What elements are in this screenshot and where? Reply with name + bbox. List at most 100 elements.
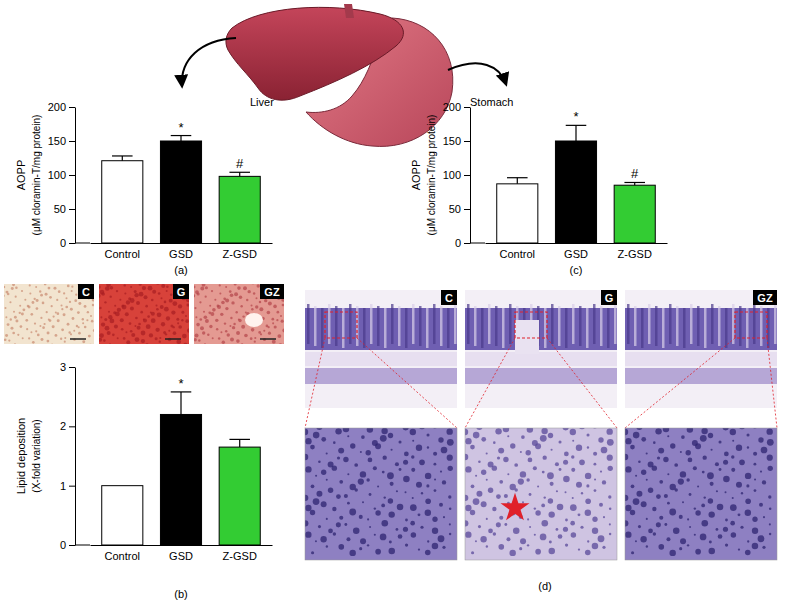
cell-texture (548, 433, 553, 438)
cell-texture (486, 452, 488, 454)
cell-texture (349, 550, 355, 556)
cell-texture (40, 317, 42, 319)
cell-texture (426, 484, 429, 487)
gland (704, 308, 707, 348)
cell-texture (716, 490, 718, 492)
cell-texture (250, 337, 253, 340)
bar-chart: 0123ControlGSDZ-GSD*Lipid deposition(X-f… (15, 361, 273, 600)
cell-texture (442, 546, 445, 549)
cell-texture (471, 484, 475, 488)
cell-texture (92, 304, 94, 306)
cell-texture (470, 510, 475, 515)
cell-texture (395, 462, 399, 466)
cell-texture (570, 429, 576, 435)
image-label-box (78, 284, 94, 299)
cell-texture (526, 478, 529, 481)
error-bar-cap (507, 177, 528, 178)
cell-texture (151, 312, 155, 316)
cell-texture (565, 491, 567, 493)
cell-texture (563, 460, 568, 465)
cell-texture (39, 325, 41, 327)
cell-texture (36, 299, 39, 302)
cell-texture (350, 443, 355, 448)
cell-texture (685, 450, 690, 455)
cell-texture (72, 317, 75, 320)
cell-texture (718, 534, 723, 539)
cell-texture (663, 457, 668, 462)
cell-texture (48, 287, 51, 290)
cell-texture (396, 490, 398, 492)
cell-texture (520, 451, 522, 453)
cell-texture (606, 428, 612, 434)
cell-texture (572, 497, 574, 499)
cell-texture (375, 510, 380, 515)
cell-texture (761, 447, 768, 454)
cell-texture (732, 497, 734, 499)
cell-texture (725, 491, 727, 493)
cell-texture (708, 433, 713, 438)
cell-texture (481, 437, 486, 442)
cell-texture (251, 328, 255, 332)
cell-texture (625, 505, 631, 511)
cell-texture (99, 330, 100, 334)
cell-texture (667, 502, 670, 505)
cell-texture (498, 448, 504, 454)
cell-texture (198, 339, 200, 341)
micrograph-bg (465, 428, 617, 560)
gland (398, 306, 401, 346)
cell-texture (687, 544, 689, 546)
cell-texture (701, 428, 707, 434)
cell-texture (638, 460, 641, 463)
cell-texture (680, 538, 686, 544)
cell-texture (601, 447, 608, 454)
bar (102, 486, 143, 545)
organ-label: Liver (250, 96, 274, 108)
y-axis: 0123 (60, 361, 76, 551)
cell-texture (420, 526, 423, 529)
panel-label: (d) (538, 580, 551, 592)
cell-texture (633, 498, 640, 505)
cell-texture (418, 513, 421, 516)
y-tick-label: 0 (60, 539, 66, 551)
cell-texture (107, 331, 111, 335)
cell-texture (227, 333, 230, 336)
cell-texture (234, 292, 238, 296)
cell-texture (151, 299, 154, 302)
cell-texture (110, 319, 115, 324)
arrow-stomach (448, 63, 506, 84)
gland (746, 308, 749, 348)
y-axis-title: Lipid deposition (15, 418, 27, 494)
cell-texture (311, 551, 314, 554)
error-bar (171, 392, 192, 415)
liver-shape (226, 7, 404, 100)
cell-texture (625, 466, 631, 472)
cell-texture (67, 285, 70, 288)
cell-texture (478, 525, 481, 528)
cell-texture (25, 319, 28, 322)
y-tick: 200 (48, 101, 75, 113)
cell-texture (557, 504, 564, 511)
cell-texture (311, 484, 315, 488)
micrograph-bg (194, 284, 284, 344)
cell-texture (732, 440, 734, 442)
cell-texture (326, 479, 328, 481)
y-tick-mark (69, 209, 75, 210)
cell-texture (716, 528, 719, 531)
cell-texture (503, 457, 508, 462)
cell-texture (305, 531, 311, 537)
cell-texture (667, 435, 669, 437)
cell-texture (476, 428, 482, 430)
cell-texture (84, 326, 87, 329)
cell-texture (572, 440, 574, 442)
cell-texture (646, 479, 648, 481)
cell-texture (195, 316, 197, 318)
y-tick-mark (69, 426, 75, 427)
cell-texture (427, 540, 429, 542)
cell-texture (769, 508, 772, 511)
cell-texture (700, 435, 707, 442)
cell-texture (602, 480, 606, 484)
cell-texture (594, 478, 596, 480)
cell-texture (667, 473, 669, 475)
cell-texture (126, 340, 130, 344)
cell-texture (426, 433, 429, 436)
